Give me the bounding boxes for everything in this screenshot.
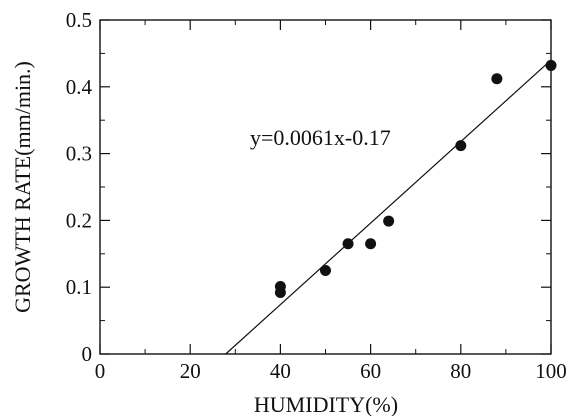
regression-line	[225, 59, 552, 355]
data-point	[455, 140, 467, 152]
tick-labels-layer: 0 20 40 60 80 100 0 0.1 0.2 0.3 0.4 0.5	[66, 8, 567, 383]
plot-frame	[99, 19, 552, 355]
fit-layer	[225, 59, 552, 355]
y-tick-label: 0.3	[66, 142, 92, 166]
data-point	[274, 281, 286, 293]
y-tick-label: 0.4	[66, 75, 93, 99]
data-point	[545, 59, 557, 71]
x-tick-label: 0	[95, 359, 106, 383]
data-point	[491, 73, 503, 85]
data-point	[365, 238, 377, 250]
x-axis-title: HUMIDITY(%)	[254, 392, 398, 416]
x-tick-label: 40	[270, 359, 291, 383]
regression-equation-annotation: y=0.0061x-0.17	[250, 125, 391, 150]
x-tick-label: 80	[450, 359, 471, 383]
y-tick-label: 0	[82, 342, 93, 366]
data-point	[320, 265, 331, 276]
x-tick-label: 20	[180, 359, 201, 383]
data-point	[383, 215, 395, 227]
x-tick-label: 100	[535, 359, 567, 383]
ticks-layer	[99, 19, 552, 355]
data-point	[342, 238, 354, 250]
points-layer	[274, 59, 557, 299]
y-tick-label: 0.1	[66, 275, 92, 299]
y-tick-label: 0.2	[66, 208, 92, 232]
y-tick-label: 0.5	[66, 8, 92, 32]
x-tick-label: 60	[360, 359, 381, 383]
y-axis-title: GROWTH RATE(mm/min.)	[10, 61, 35, 313]
